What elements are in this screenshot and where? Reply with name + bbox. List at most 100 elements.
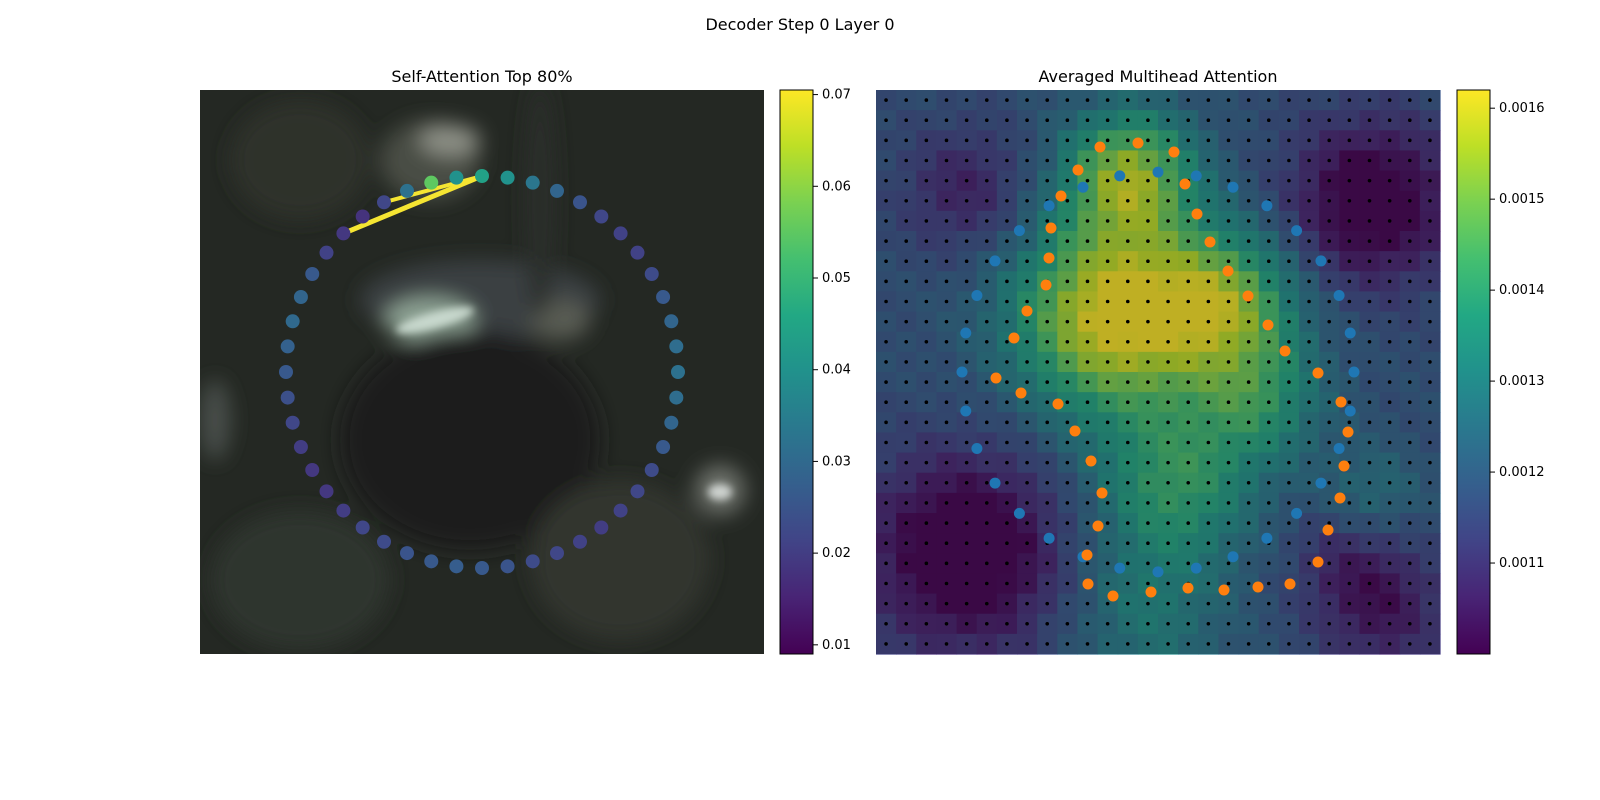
blue-point xyxy=(960,405,972,417)
reference-dot xyxy=(1166,339,1170,344)
reference-dot xyxy=(1005,601,1009,606)
reference-dot xyxy=(1367,360,1372,364)
orange-point xyxy=(1222,265,1234,277)
reference-dot xyxy=(1407,561,1412,566)
reference-dot xyxy=(1206,319,1211,324)
reference-dot xyxy=(1347,259,1352,264)
cb1-tick-label: 0.01 xyxy=(822,638,851,653)
reference-dot xyxy=(1307,98,1311,102)
reference-dot xyxy=(1307,259,1311,264)
reference-dot xyxy=(944,380,949,384)
blue-point xyxy=(1114,170,1126,182)
reference-dot xyxy=(884,299,888,304)
reference-dot xyxy=(1367,339,1372,344)
reference-dot xyxy=(1186,339,1191,344)
reference-dot xyxy=(1327,541,1332,546)
reference-dot xyxy=(1065,239,1070,243)
reference-dot xyxy=(1045,581,1050,586)
reference-dot xyxy=(1005,380,1009,384)
reference-dot xyxy=(1186,460,1191,465)
reference-dot xyxy=(884,621,888,626)
reference-dot xyxy=(1327,420,1332,425)
reference-dot xyxy=(1146,219,1150,223)
cb1-tick-label: 0.04 xyxy=(822,363,851,378)
reference-dot xyxy=(1045,521,1050,525)
vertex-point xyxy=(664,314,679,329)
reference-dot xyxy=(1025,299,1029,304)
reference-dot xyxy=(1287,460,1291,465)
reference-dot xyxy=(1428,521,1432,525)
reference-dot xyxy=(1407,259,1412,264)
reference-dot xyxy=(1105,621,1110,626)
orange-point xyxy=(1342,426,1354,438)
reference-dot xyxy=(964,460,969,465)
reference-dot xyxy=(884,541,888,546)
reference-dot xyxy=(1287,480,1291,485)
reference-dot xyxy=(944,541,949,546)
reference-dot xyxy=(1045,642,1050,646)
orange-point xyxy=(1191,208,1203,220)
reference-dot xyxy=(984,158,989,163)
reference-dot xyxy=(1065,319,1070,324)
reference-dot xyxy=(1186,198,1191,203)
reference-dot xyxy=(1186,380,1191,384)
reference-dot xyxy=(924,621,929,626)
reference-dot xyxy=(1407,380,1412,384)
reference-dot xyxy=(964,480,969,485)
reference-dot xyxy=(884,198,888,203)
reference-dot xyxy=(1146,259,1150,264)
reference-dot xyxy=(1307,601,1311,606)
reference-dot xyxy=(964,561,969,566)
reference-dot xyxy=(944,299,949,304)
reference-dot xyxy=(1226,178,1231,183)
orange-point xyxy=(1043,252,1055,264)
reference-dot xyxy=(1025,480,1029,485)
reference-dot xyxy=(1166,319,1170,324)
reference-dot xyxy=(1347,158,1352,163)
reference-dot xyxy=(1146,299,1150,304)
reference-dot xyxy=(924,299,929,304)
reference-dot xyxy=(1387,158,1392,163)
reference-dot xyxy=(1287,259,1291,264)
vertex-point xyxy=(500,559,515,574)
reference-dot xyxy=(1206,299,1211,304)
reference-dot xyxy=(1307,501,1311,505)
reference-dot xyxy=(1246,360,1251,364)
reference-dot xyxy=(984,501,989,505)
reference-dot xyxy=(1065,178,1070,183)
reference-dot xyxy=(1146,178,1150,183)
reference-dot xyxy=(1025,339,1029,344)
reference-dot xyxy=(1367,198,1372,203)
reference-dot xyxy=(1206,561,1211,566)
reference-dot xyxy=(1266,158,1271,163)
reference-dot xyxy=(884,460,888,465)
reference-dot xyxy=(1045,178,1050,183)
reference-dot xyxy=(1307,380,1311,384)
reference-dot xyxy=(1387,118,1392,123)
reference-dot xyxy=(1327,621,1332,626)
reference-dot xyxy=(1166,239,1170,243)
reference-dot xyxy=(1287,279,1291,284)
reference-dot xyxy=(1125,299,1130,304)
reference-dot xyxy=(884,259,888,264)
reference-dot xyxy=(1146,501,1150,505)
reference-dot xyxy=(1428,259,1432,264)
vertex-point xyxy=(630,245,645,260)
orange-point xyxy=(1021,305,1033,317)
reference-dot xyxy=(1105,420,1110,425)
reference-dot xyxy=(884,400,888,405)
reference-dot xyxy=(964,541,969,546)
reference-dot xyxy=(1246,440,1251,445)
reference-dot xyxy=(944,339,949,344)
orange-point xyxy=(1312,556,1324,568)
reference-dot xyxy=(1186,158,1191,163)
reference-dot xyxy=(1146,521,1150,525)
reference-dot xyxy=(1246,460,1251,465)
reference-dot xyxy=(1125,501,1130,505)
reference-dot xyxy=(924,460,929,465)
reference-dot xyxy=(904,400,909,405)
reference-dot xyxy=(1146,319,1150,324)
orange-point xyxy=(1279,345,1291,357)
reference-dot xyxy=(1186,98,1191,102)
